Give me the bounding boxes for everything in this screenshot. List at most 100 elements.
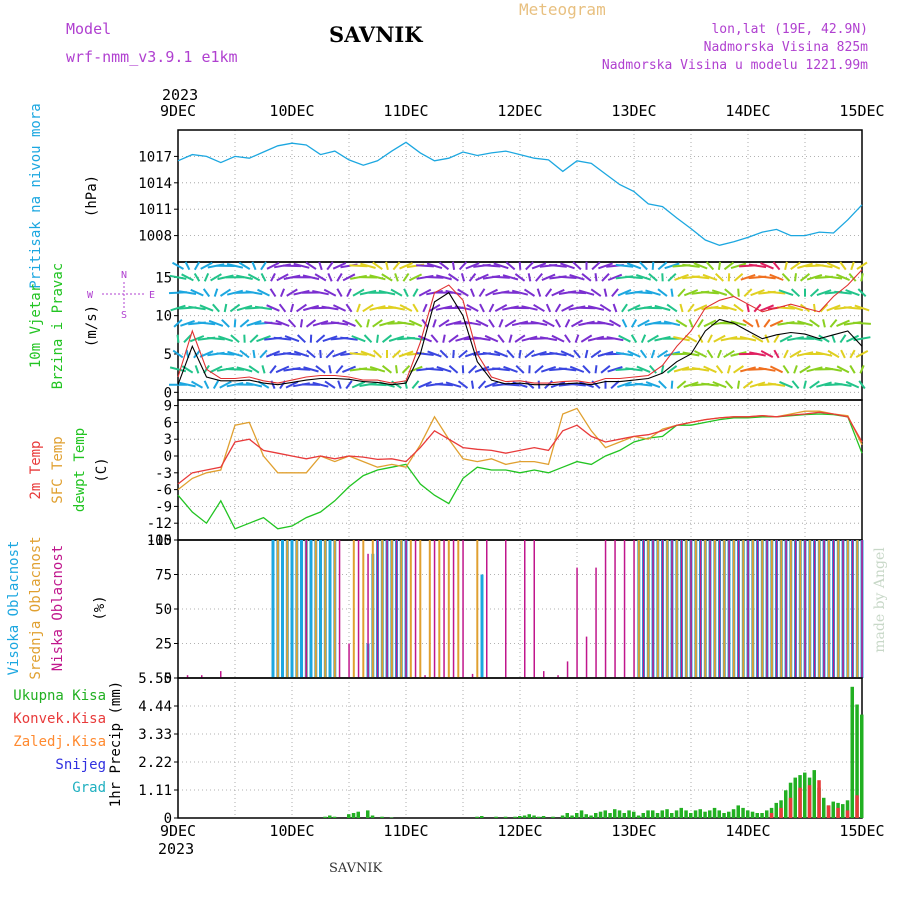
wind-barb (428, 303, 441, 313)
cloud-bar-mid (827, 540, 830, 678)
wind-barb (319, 349, 322, 359)
wind-barb (226, 263, 244, 269)
wind-barb (403, 288, 409, 298)
x-bottom-tick-label: 14DEC (725, 822, 770, 840)
wind-barb (607, 366, 623, 373)
wind-barb (265, 350, 281, 358)
wind-barb (207, 336, 225, 341)
cloud-bar-low (524, 540, 526, 678)
cloud-bar-mid (846, 540, 849, 678)
precip-bar-total (622, 813, 626, 818)
wind-barb (636, 365, 651, 374)
wind-barb (818, 334, 830, 343)
wind-barb (701, 291, 719, 295)
wind-barb (786, 321, 805, 325)
wind-barb (289, 303, 295, 313)
wind-barb (416, 264, 434, 268)
wind-barb (784, 261, 788, 271)
wind-barb (327, 273, 333, 282)
wind-barb (474, 365, 490, 373)
wind-barb (245, 290, 263, 296)
wind-barb (378, 289, 396, 296)
wind-barb (219, 288, 232, 297)
cloud-bar-low (376, 540, 379, 678)
wind-barb (691, 275, 710, 280)
wind-barb (746, 303, 750, 313)
wind-barb (581, 273, 592, 282)
wind-barb (511, 320, 529, 327)
cloud-bar-mid (314, 540, 317, 678)
wind-barb (599, 303, 612, 313)
model-elevation-label: Nadmorska Visina u modelu 1221.99m (601, 58, 868, 73)
wind-barb (349, 352, 368, 356)
precip-bar-conv (855, 795, 859, 818)
wind-barb (571, 319, 583, 328)
wind-barb (482, 264, 501, 268)
wind-barb (359, 289, 377, 296)
cloud-bar-low (486, 540, 488, 678)
wind-barb (610, 380, 620, 390)
cloud-bar-mid (732, 540, 735, 678)
wind-barb (368, 383, 387, 387)
cloud-high-axis-label: Visoka Oblacnost (6, 541, 22, 676)
wind-barb (673, 366, 690, 373)
cloud-bar-mid (713, 540, 716, 678)
wind-barb (270, 272, 276, 282)
cloud-bar-low (452, 540, 455, 678)
wind-barb (617, 381, 632, 389)
precip-bar-total (755, 813, 759, 818)
wind-barb (482, 351, 501, 357)
cloud-bar-low (823, 540, 825, 678)
wind-barb (584, 349, 589, 359)
wind-barb (369, 305, 386, 311)
wind-barb (806, 335, 823, 342)
wind-barb (172, 349, 184, 359)
wind-barb (530, 320, 548, 326)
cloud-bar-mid (362, 540, 365, 678)
wind-barb (360, 262, 376, 269)
wind-barb (590, 288, 602, 297)
wind-barb (545, 303, 552, 313)
precip-bar-conv (817, 780, 821, 818)
wind-barb (721, 304, 737, 312)
wind-barb (656, 349, 669, 359)
precip-bar-total (328, 815, 332, 818)
wind-barb (282, 264, 302, 268)
precip-bar-total (627, 810, 631, 818)
precip-bar-total (537, 816, 541, 818)
wind-barb (246, 320, 262, 327)
wind-barb (531, 350, 547, 358)
wind-barb (560, 350, 575, 358)
wind-barb (503, 365, 518, 373)
wind-barb (439, 349, 449, 359)
wind-barb (675, 319, 688, 328)
cloud-bar-mid (675, 540, 678, 678)
wind-barb (840, 349, 846, 359)
wind-barb (815, 351, 833, 357)
wind-barb (854, 304, 870, 312)
wind-ytick-label: 10 (155, 309, 172, 325)
cloud-bar-low (595, 567, 597, 678)
wind-axis-sublabel: Brzina i Pravac (50, 263, 66, 389)
wind-barb (296, 303, 307, 313)
temperature-ytick-label: 0 (164, 449, 172, 465)
temp-2m-line (177, 411, 863, 485)
cloud-bar-mid (837, 540, 840, 678)
wind-barb (256, 335, 271, 343)
wind-barb (254, 305, 273, 311)
cloud-bar-mid (276, 540, 279, 678)
wind-barb (640, 334, 647, 343)
precip-ytick-label: 1.11 (138, 783, 172, 799)
x-bottom-year: 2023 (158, 840, 194, 858)
cloud-bar-mid (419, 540, 422, 678)
wind-barb (790, 288, 801, 298)
clouds-ytick-label: 0 (164, 671, 172, 687)
wind-barb (202, 288, 211, 298)
wind-barb (540, 365, 557, 373)
x-top-tick-label: 9DEC (160, 102, 196, 120)
wind-barb (645, 381, 661, 389)
cloud-bar-mid (808, 540, 811, 678)
wind-barb (212, 380, 220, 389)
precip-bar-total (356, 811, 360, 818)
wind-barb (558, 275, 577, 279)
